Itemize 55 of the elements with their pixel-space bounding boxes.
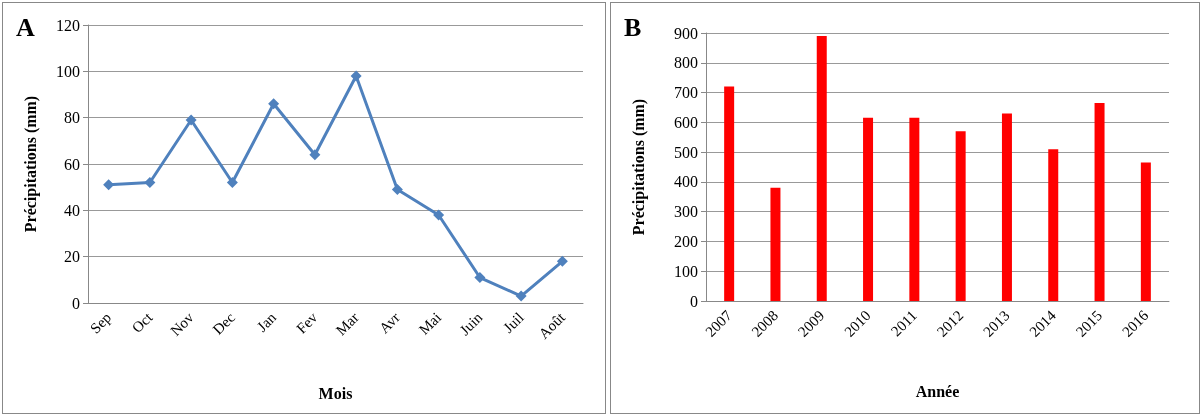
x-tick-label: Mar bbox=[332, 309, 362, 339]
y-tick-label: 100 bbox=[674, 262, 698, 280]
point bbox=[268, 98, 280, 110]
x-tick-label: Juin bbox=[456, 308, 486, 339]
x-axis-title: Année bbox=[915, 382, 960, 400]
x-tick-label: Avr bbox=[376, 309, 404, 337]
x-tick-label: Oct bbox=[128, 308, 157, 336]
y-tick-label: 100 bbox=[56, 62, 80, 80]
point bbox=[391, 183, 403, 195]
point bbox=[515, 290, 527, 302]
y-tick-label: 80 bbox=[64, 109, 80, 127]
y-tick-label: 200 bbox=[674, 232, 698, 250]
bar bbox=[1001, 113, 1012, 301]
x-tick-label: Dec bbox=[209, 309, 239, 338]
bar bbox=[1048, 149, 1059, 301]
bar bbox=[909, 117, 920, 301]
y-tick-label: 0 bbox=[72, 294, 80, 312]
point bbox=[226, 177, 238, 189]
y-tick-label: 700 bbox=[674, 84, 698, 102]
y-tick-label: 20 bbox=[64, 248, 80, 266]
x-tick-label: Nov bbox=[167, 308, 198, 339]
point bbox=[309, 149, 321, 161]
y-tick-label: 0 bbox=[690, 292, 698, 310]
bar bbox=[863, 117, 874, 301]
bar bbox=[1140, 162, 1151, 301]
x-tick-label: Jan bbox=[253, 308, 280, 335]
y-axis-title: Précipitations (mm) bbox=[21, 95, 40, 233]
y-tick-label: 40 bbox=[64, 201, 80, 219]
y-axis-title: Précipitations (mm) bbox=[629, 98, 648, 236]
chart-title: B bbox=[624, 12, 642, 42]
y-tick-label: 120 bbox=[56, 16, 80, 34]
bar bbox=[1094, 102, 1105, 301]
y-tick-label: 500 bbox=[674, 143, 698, 161]
x-tick-label: Mai bbox=[415, 309, 445, 338]
point bbox=[556, 255, 568, 267]
point bbox=[433, 209, 445, 221]
y-tick-label: 900 bbox=[674, 24, 698, 42]
chart-title: A bbox=[16, 12, 35, 42]
point bbox=[185, 114, 197, 126]
x-axis-title: Mois bbox=[318, 384, 353, 402]
y-tick-label: 800 bbox=[674, 54, 698, 72]
y-tick-label: 60 bbox=[64, 155, 80, 173]
bar bbox=[770, 187, 781, 301]
y-tick-label: 400 bbox=[674, 173, 698, 191]
x-tick-label: Fev bbox=[293, 308, 321, 337]
point bbox=[144, 177, 156, 189]
bar bbox=[816, 35, 827, 301]
point bbox=[474, 272, 486, 284]
y-tick-label: 600 bbox=[674, 113, 698, 131]
point bbox=[350, 70, 362, 82]
x-tick-label: Juil bbox=[500, 309, 527, 336]
y-tick-label: 300 bbox=[674, 203, 698, 221]
bar bbox=[724, 86, 735, 301]
bar bbox=[955, 131, 966, 301]
x-tick-label: Sep bbox=[87, 309, 115, 337]
